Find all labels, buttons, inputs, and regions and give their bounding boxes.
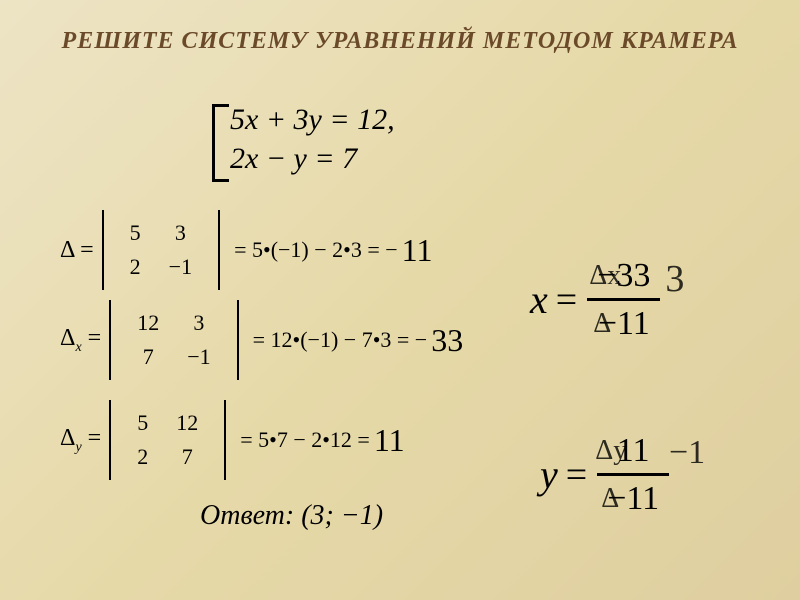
delta-main-row: Δ = 5 3 2 −1 = 5•(−1) − 2•3 = − 11 <box>60 210 432 290</box>
delta-main-calc: = 5•(−1) − 2•3 = − <box>234 237 398 263</box>
matrix-cell: 5 <box>123 406 162 440</box>
matrix-cell: 2 <box>116 250 155 284</box>
delta-symbol: Δ <box>60 325 75 351</box>
matrix-cell: −1 <box>173 340 224 374</box>
solution-x-eq: = <box>556 278 577 322</box>
solution-x-den-value: −11 <box>598 305 650 342</box>
matrix-cell: 7 <box>162 440 212 474</box>
solution-x-num: Δx −33 3 <box>587 255 660 296</box>
delta-y-matrix: 5 12 2 7 <box>109 400 226 480</box>
matrix-cell: −1 <box>155 250 206 284</box>
solution-x-fraction: Δx −33 3 Δ −11 <box>587 255 660 345</box>
solution-y-num-value: 11 <box>617 432 650 469</box>
solution-x: x = Δx −33 3 Δ −11 <box>530 255 660 345</box>
fraction-line <box>597 473 669 476</box>
matrix-cell: 5 <box>116 216 155 250</box>
delta-x-calc: = 12•(−1) − 7•3 = − <box>253 327 428 353</box>
matrix-cell: 7 <box>123 340 173 374</box>
delta-eq-sign: = <box>82 425 102 451</box>
fraction-line <box>587 298 660 301</box>
system-bracket <box>212 104 229 182</box>
solution-y-num: Δy 11 −1 <box>597 430 669 471</box>
answer-text: Ответ: (3; −1) <box>200 500 383 532</box>
solution-y-den-value: −11 <box>607 480 659 517</box>
equation-2: 2x − y = 7 <box>230 139 395 178</box>
solution-y-den: Δ −11 <box>597 478 669 519</box>
delta-main-result: 11 <box>402 232 433 269</box>
delta-x-result: 33 <box>431 322 463 359</box>
solution-y-var: y <box>540 451 558 498</box>
solution-x-den: Δ −11 <box>587 303 660 344</box>
delta-main-label: Δ = <box>60 237 94 264</box>
matrix-cell: 12 <box>123 306 173 340</box>
delta-symbol: Δ <box>60 425 75 451</box>
delta-x-label: Δx = <box>60 325 101 356</box>
matrix-cell: 3 <box>155 216 206 250</box>
delta-eq-sign: = <box>82 325 102 351</box>
delta-y-label: Δy = <box>60 425 101 456</box>
delta-x-row: Δx = 12 3 7 −1 = 12•(−1) − 7•3 = − 33 <box>60 300 463 380</box>
slide-title: РЕШИТЕ СИСТЕМУ УРАВНЕНИЙ МЕТОДОМ КРАМЕРА <box>0 0 800 55</box>
matrix-cell: 3 <box>173 306 224 340</box>
solution-x-num-value: −33 <box>597 257 650 294</box>
delta-y-row: Δy = 5 12 2 7 = 5•7 − 2•12 = 11 <box>60 400 405 480</box>
solution-y-fraction: Δy 11 −1 Δ −11 <box>597 430 669 520</box>
solution-y: y = Δy 11 −1 Δ −11 <box>540 430 669 520</box>
matrix-cell: 2 <box>123 440 162 474</box>
delta-main-matrix: 5 3 2 −1 <box>102 210 220 290</box>
solution-x-var: x <box>530 276 548 323</box>
solution-x-simplified: 3 <box>665 259 684 301</box>
delta-x-matrix: 12 3 7 −1 <box>109 300 238 380</box>
delta-y-calc: = 5•7 − 2•12 = <box>240 427 370 453</box>
matrix-cell: 12 <box>162 406 212 440</box>
equation-1: 5x + 3y = 12, <box>230 100 395 139</box>
solution-y-eq: = <box>566 453 587 497</box>
solution-y-simplified: −1 <box>669 434 705 471</box>
delta-y-result: 11 <box>374 422 405 459</box>
equation-system: 5x + 3y = 12, 2x − y = 7 <box>230 100 395 178</box>
